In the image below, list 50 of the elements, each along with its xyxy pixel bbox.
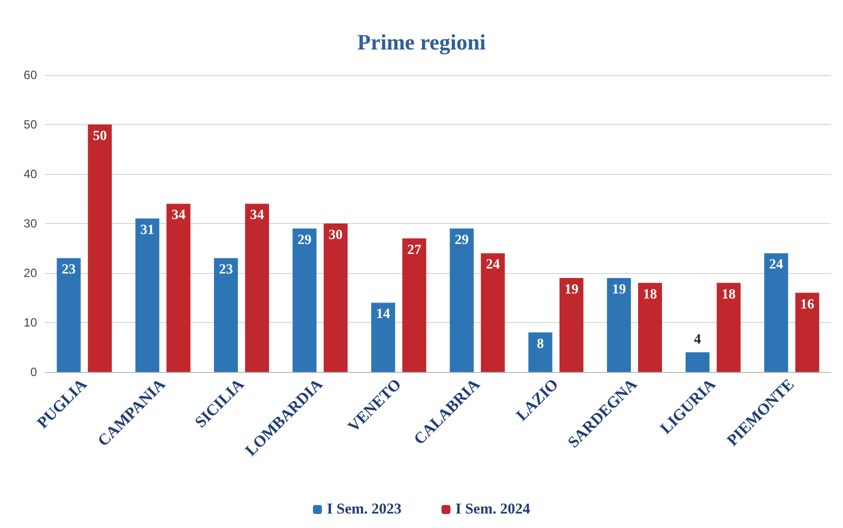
bar <box>88 124 112 372</box>
y-tick-label: 0 <box>30 365 38 379</box>
legend-label: I Sem. 2024 <box>456 502 531 518</box>
bar <box>559 278 584 372</box>
data-label: 29 <box>298 232 312 248</box>
bar <box>292 228 317 372</box>
data-label: 18 <box>722 287 736 302</box>
data-label: 31 <box>140 223 154 238</box>
bar <box>480 253 505 372</box>
legend-label: I Sem. 2023 <box>326 502 402 518</box>
data-label: 19 <box>612 282 626 298</box>
data-label: 14 <box>376 307 390 322</box>
bar <box>764 253 788 372</box>
bar <box>324 224 348 372</box>
data-label: 27 <box>407 242 422 258</box>
bar <box>402 238 426 372</box>
y-tick-label: 50 <box>24 118 38 132</box>
bar <box>450 228 474 372</box>
y-tick-label: 30 <box>24 216 38 230</box>
bar <box>528 332 552 372</box>
data-label: 34 <box>171 208 186 224</box>
bar <box>638 282 662 372</box>
data-label: 19 <box>564 282 578 298</box>
bar <box>135 218 160 372</box>
data-label: 23 <box>62 262 76 278</box>
data-label: 30 <box>328 228 343 243</box>
chart-title: Prime regioni <box>357 30 486 54</box>
bar <box>56 258 81 372</box>
y-tick-label: 10 <box>24 316 38 330</box>
bar <box>606 278 631 372</box>
data-label: 23 <box>218 262 233 278</box>
data-label: 4 <box>694 332 702 348</box>
bar <box>795 292 820 372</box>
data-label: 34 <box>250 208 264 224</box>
bar <box>245 204 270 372</box>
data-label: 18 <box>643 287 658 302</box>
data-label: 16 <box>800 297 814 312</box>
bar <box>716 282 741 372</box>
bar <box>371 302 396 372</box>
bar <box>214 258 238 372</box>
bar <box>686 352 710 372</box>
bar <box>166 204 190 372</box>
data-label: 50 <box>92 129 107 144</box>
data-label: 29 <box>454 232 469 248</box>
y-tick-label: 40 <box>24 167 38 181</box>
data-label: 24 <box>486 258 500 273</box>
data-label: 8 <box>536 336 544 352</box>
data-label: 24 <box>769 258 784 273</box>
y-tick-label: 20 <box>24 266 38 280</box>
y-tick-label: 60 <box>24 68 38 82</box>
